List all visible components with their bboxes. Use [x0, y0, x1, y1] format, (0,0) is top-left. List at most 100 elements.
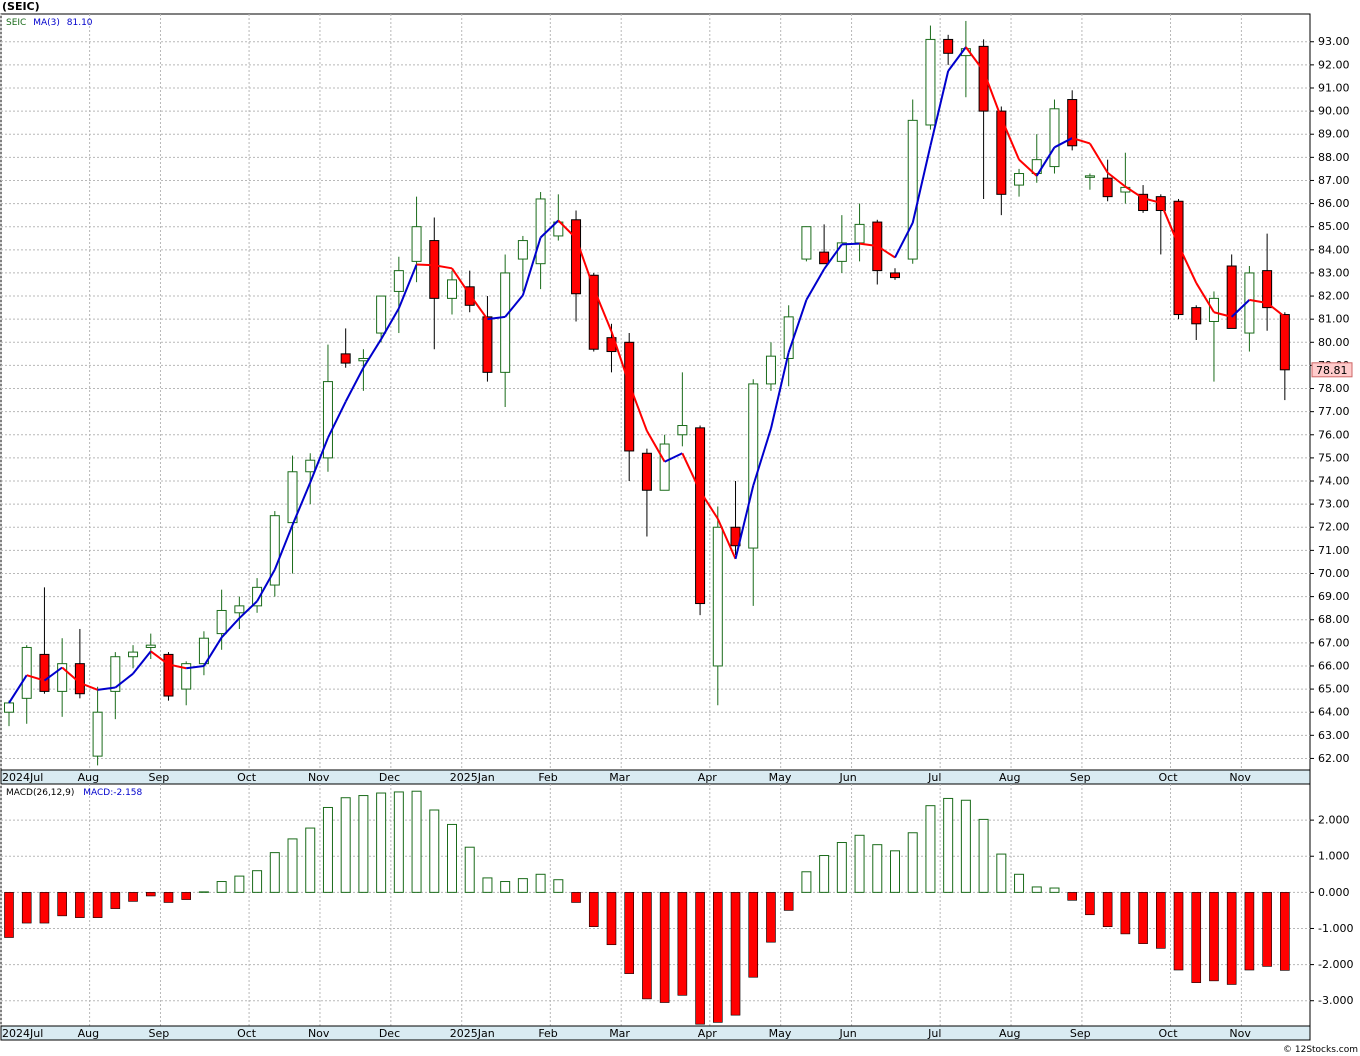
ma-segment	[575, 237, 595, 289]
macd-bar-negative	[110, 892, 121, 909]
candle-body-up	[198, 637, 209, 665]
candle-body-up	[712, 526, 723, 667]
price-y-tick-label: 80.00	[1318, 336, 1350, 349]
candle-body-down	[996, 110, 1007, 195]
price-y-tick-label: 78.00	[1318, 382, 1350, 395]
candle-body-up	[659, 443, 670, 491]
ma-segment	[256, 569, 276, 602]
candle-body-up	[145, 644, 156, 648]
macd-bar-negative	[642, 892, 652, 1000]
ma3-line	[8, 46, 1286, 704]
macd-x-tick-label: Oct	[237, 1027, 257, 1040]
candle-body-down	[1279, 314, 1290, 371]
candle-body-up	[765, 355, 776, 385]
macd-bar-positive	[801, 871, 812, 893]
price-x-tick-label: Apr	[698, 771, 718, 784]
ma-segment	[132, 650, 152, 675]
macd-bar-negative	[748, 892, 759, 978]
candle-body-up	[21, 646, 32, 699]
ma-segment	[1124, 185, 1144, 200]
ma-segment	[1089, 142, 1109, 174]
price-y-tick-label: 93.00	[1318, 35, 1350, 48]
price-x-tick-label: Aug	[999, 771, 1020, 784]
macd-bar-negative	[1138, 892, 1148, 944]
macd-bar-negative	[730, 892, 741, 1016]
ma-segment	[220, 617, 241, 639]
macd-bar-negative	[1191, 892, 1202, 983]
price-y-tick-label: 62.00	[1318, 752, 1350, 765]
candle-body-up	[1208, 297, 1219, 322]
ma-segment	[664, 452, 683, 463]
candle-body-up	[854, 223, 865, 244]
ma-segment	[43, 666, 63, 682]
ma-segment	[1000, 117, 1020, 161]
price-y-tick-label: 69.00	[1318, 590, 1350, 603]
candle-body-up	[1031, 159, 1042, 175]
macd-bar-positive	[322, 806, 333, 893]
candle-body-down	[1226, 265, 1237, 329]
macd-bar-positive	[1014, 873, 1025, 893]
candle-body-down	[1191, 307, 1202, 325]
macd-x-tick-label: Aug	[999, 1027, 1020, 1040]
price-y-tick-label: 84.00	[1318, 243, 1350, 256]
macd-x-tick-label: Feb	[538, 1027, 557, 1040]
candle-body-down	[482, 316, 493, 373]
ma-segment	[114, 672, 134, 689]
candle-body-up	[234, 605, 245, 614]
macd-bar-positive	[500, 881, 511, 893]
ma-segment	[521, 237, 542, 296]
price-x-tick-label: 2024Jul	[2, 771, 43, 784]
macd-x-tick-label: Apr	[698, 1027, 718, 1040]
candle-body-up	[92, 711, 103, 757]
candle-body-down	[819, 251, 830, 265]
ma-segment	[1018, 158, 1038, 177]
ma-segment	[1159, 202, 1180, 246]
macd-bar-positive	[305, 827, 316, 893]
candle-body-up	[1084, 175, 1095, 178]
candle-body-down	[943, 38, 954, 54]
legend-symbol: SEIC	[6, 18, 26, 28]
price-y-tick-label: 71.00	[1318, 544, 1350, 557]
candle-body-down	[890, 272, 900, 279]
ma-segment	[859, 242, 878, 247]
macd-bar-negative	[1085, 892, 1095, 916]
macd-x-tick-label: Jun	[839, 1027, 857, 1040]
candle-body-up	[110, 656, 121, 692]
ma-segment	[716, 518, 737, 560]
ma-segment	[1177, 244, 1198, 284]
ma-segment	[894, 222, 914, 258]
price-y-tick-label: 86.00	[1318, 197, 1350, 210]
price-y-tick-label: 88.00	[1318, 151, 1350, 164]
price-x-tick-label: Nov	[308, 771, 330, 784]
ma-segment	[876, 245, 896, 259]
macd-bar-positive	[447, 823, 457, 893]
price-y-tick-label: 77.00	[1318, 405, 1350, 418]
price-y-tick-label: 82.00	[1318, 290, 1350, 303]
candle-body-down	[74, 663, 85, 695]
ma-segment	[362, 338, 382, 369]
macd-bar-negative	[1173, 892, 1184, 971]
macd-bar-negative	[57, 892, 67, 917]
ma-segment	[681, 452, 701, 492]
candle-body-down	[978, 45, 989, 112]
macd-bar-positive	[287, 838, 298, 893]
ma-segment	[1195, 282, 1215, 313]
price-x-tick-label: Jul	[927, 771, 941, 784]
candle-body-up	[216, 609, 227, 635]
macd-bar-negative	[677, 892, 688, 996]
price-x-tick-label: Nov	[1229, 771, 1251, 784]
ma-segment	[911, 145, 932, 224]
macd-bar-negative	[4, 892, 14, 938]
ma-segment	[309, 437, 329, 483]
price-y-tick-label: 89.00	[1318, 128, 1350, 141]
last-price-tag-text: 78.81	[1316, 364, 1348, 377]
macd-bar-negative	[1067, 892, 1077, 901]
macd-bar-positive	[1049, 887, 1060, 893]
price-y-tick-label: 73.00	[1318, 498, 1350, 511]
macd-bar-negative	[92, 892, 103, 918]
price-y-tick-label: 68.00	[1318, 613, 1350, 626]
ma-segment	[380, 307, 400, 340]
candle-body-down	[624, 341, 635, 452]
macd-bar-positive	[411, 790, 422, 893]
